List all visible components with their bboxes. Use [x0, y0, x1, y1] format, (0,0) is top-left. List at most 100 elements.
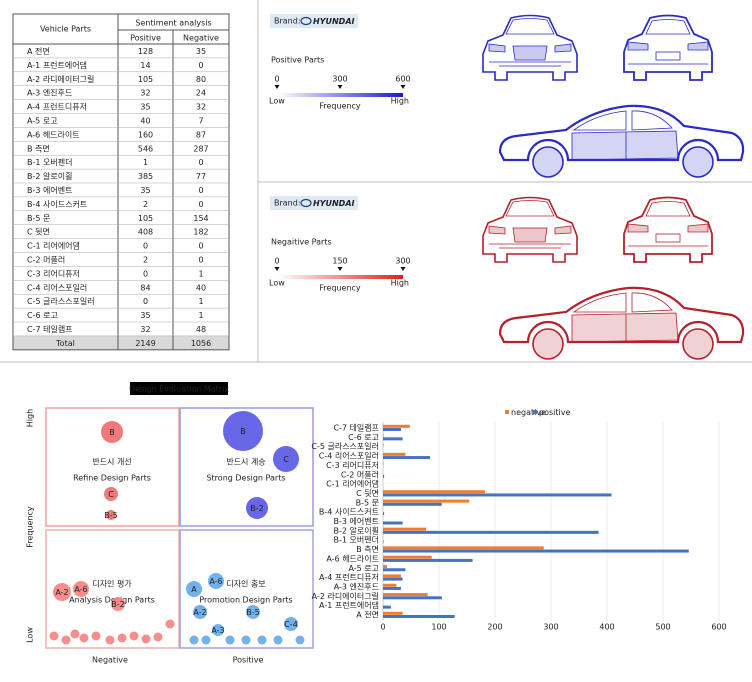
legend-swatch: [533, 410, 537, 414]
table-cell: 87: [196, 130, 206, 139]
table-cell: 24: [196, 89, 206, 98]
table-cell: 14: [140, 61, 150, 70]
bar: [383, 540, 384, 544]
bar: [383, 456, 431, 460]
table-cell: 1: [198, 297, 203, 306]
bubble-label: A-6: [209, 577, 222, 586]
scale-high: High: [391, 97, 409, 106]
scale-tick: [337, 85, 343, 89]
table-cell: A-2 라디에이터그릴: [27, 74, 94, 84]
bar: [383, 615, 455, 618]
quadrant-korean: 반드시 개선: [92, 457, 131, 467]
bubble: [284, 617, 298, 631]
bubble-label: C-4: [284, 620, 298, 629]
table-cell: 32: [196, 103, 206, 112]
y-tick-label: A-3 엔진후드: [334, 581, 379, 591]
quadrant-korean: 반드시 계승: [226, 457, 265, 467]
table-cell: 7: [198, 116, 203, 125]
matrix-title-bg: [130, 382, 228, 395]
quadrant-english: Strong Design Parts: [206, 474, 285, 483]
bar: [383, 493, 612, 497]
bubble-label: B-2: [111, 600, 124, 609]
scale-low: Low: [269, 97, 285, 106]
bar: [383, 577, 403, 581]
bubble-label: A-6: [74, 585, 87, 594]
small-bubble: [129, 631, 139, 641]
y-tick-label: A-6 헤드라이트: [326, 553, 379, 563]
bubble-label: A-2: [55, 588, 68, 597]
table-cell: 35: [140, 103, 150, 112]
quadrant-korean: 디자인 홍보: [226, 579, 265, 589]
bar: [383, 555, 432, 559]
brand-box: [270, 196, 358, 210]
bubble: [273, 446, 299, 472]
quadrant: [179, 529, 314, 649]
bar: [383, 565, 387, 569]
table-cell: 2: [143, 255, 148, 264]
bar: [383, 437, 403, 441]
table-cell: C-2 머플러: [27, 255, 65, 264]
bubble: [193, 605, 207, 619]
matrix-x-positive: Positive: [233, 656, 264, 665]
bar: [383, 527, 427, 531]
bubble: [246, 497, 268, 519]
table-cell: 0: [198, 255, 203, 264]
table-cell: 35: [140, 186, 150, 195]
table-cell: C-1 리어에어댐: [27, 241, 80, 251]
bar: [383, 499, 470, 503]
bar: [383, 428, 401, 431]
table-cell: 0: [143, 269, 148, 278]
scale-tick-label: 0: [274, 257, 279, 266]
legend-swatch: [505, 410, 509, 414]
bubble: [208, 573, 224, 589]
table-cell: 0: [198, 158, 203, 167]
small-bubble: [49, 631, 59, 641]
table-cell: 2: [143, 200, 148, 209]
y-tick-label: B-3 에어벤트: [334, 516, 379, 526]
scale-tick: [400, 267, 406, 271]
small-bubble: [295, 635, 305, 645]
table-header: Positive: [130, 34, 161, 43]
table-cell: 40: [196, 283, 206, 292]
small-bubble: [79, 633, 89, 643]
y-tick-label: A-5 로고: [348, 564, 379, 573]
y-tick-label: C-6 로고: [348, 433, 379, 442]
table-cell: C-6 로고: [27, 311, 58, 320]
table-cell: 35: [196, 47, 206, 56]
bubble-label: C: [108, 490, 114, 499]
table-cell: 154: [193, 214, 208, 223]
scale-tick: [274, 267, 280, 271]
y-tick-label: A-2 라디에이터그릴: [312, 591, 379, 601]
y-tick-label: A-1 프런트에어댐: [319, 600, 379, 610]
gradient-bar: [277, 275, 403, 279]
scale-high: High: [391, 279, 409, 288]
bubble-label: B-5: [104, 511, 117, 520]
y-tick-label: A-4 프런트디퓨저: [319, 572, 379, 582]
y-tick-label: C-5 글라스스포일러: [311, 442, 379, 451]
bubble-label: A: [191, 585, 197, 594]
scale-tick: [337, 267, 343, 271]
small-bubble: [165, 619, 175, 629]
bubble-label: B: [240, 427, 246, 436]
small-bubble: [105, 635, 115, 645]
scale-axis: Frequency: [319, 102, 361, 111]
bar: [383, 611, 403, 615]
bubble: [246, 605, 260, 619]
x-tick-label: 300: [543, 623, 558, 632]
quadrant-korean: 디자인 평가: [92, 579, 132, 589]
bubble: [73, 581, 89, 597]
table-cell: 1: [143, 158, 148, 167]
y-tick-label: C-3 리어디퓨저: [326, 460, 379, 470]
table-cell: 0: [143, 242, 148, 251]
bubble-label: B-2: [250, 504, 263, 513]
quadrant: [179, 407, 314, 527]
small-bubble: [61, 635, 71, 645]
matrix-y-label: Frequency: [26, 506, 35, 548]
scale-low: Low: [269, 279, 285, 288]
bar: [383, 596, 442, 600]
table-cell: 40: [140, 116, 150, 125]
bubble: [104, 487, 118, 501]
y-tick-label: C-4 리어스포일러: [319, 451, 379, 461]
table-header: Negative: [183, 34, 219, 43]
